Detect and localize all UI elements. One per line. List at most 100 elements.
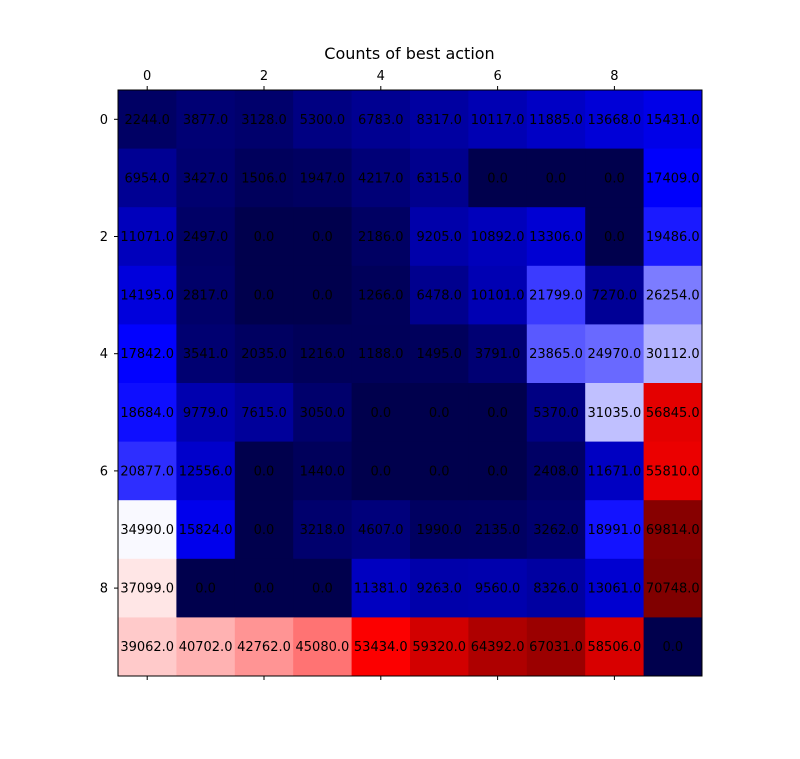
heatmap-cell bbox=[176, 148, 236, 208]
cell-value-label: 13306.0 bbox=[529, 230, 583, 245]
heatmap-cell bbox=[643, 324, 703, 384]
cell-value-label: 1947.0 bbox=[300, 171, 346, 186]
heatmap-cell bbox=[293, 383, 353, 443]
heatmap-cell bbox=[118, 558, 177, 618]
heatmap-cell bbox=[468, 324, 528, 384]
cell-value-label: 21799.0 bbox=[529, 289, 583, 304]
cell-value-label: 0.0 bbox=[370, 464, 391, 479]
heatmap-cell bbox=[118, 383, 177, 443]
heatmap-cell bbox=[351, 148, 411, 208]
cell-value-label: 7615.0 bbox=[241, 406, 287, 421]
cell-value-label: 0.0 bbox=[604, 171, 625, 186]
cell-value-label: 3877.0 bbox=[183, 113, 229, 128]
heatmap-cell bbox=[351, 558, 411, 618]
heatmap-cell bbox=[293, 265, 353, 325]
cell-value-label: 7270.0 bbox=[592, 289, 638, 304]
heatmap-cell bbox=[410, 90, 469, 150]
cell-value-label: 17409.0 bbox=[646, 171, 700, 186]
heatmap-cell bbox=[643, 617, 703, 677]
cell-value-label: 3541.0 bbox=[183, 347, 229, 362]
cell-value-label: 13061.0 bbox=[588, 582, 642, 597]
heatmap-cell bbox=[351, 207, 411, 267]
cell-value-label: 10117.0 bbox=[471, 113, 525, 128]
cell-value-label: 0.0 bbox=[254, 230, 275, 245]
heatmap-cell bbox=[526, 383, 586, 443]
cell-value-label: 1188.0 bbox=[358, 347, 404, 362]
cell-value-label: 15824.0 bbox=[179, 523, 233, 538]
heatmap-cell bbox=[234, 90, 294, 150]
heatmap-cell bbox=[234, 207, 294, 267]
cell-value-label: 18684.0 bbox=[120, 406, 174, 421]
heatmap-cell bbox=[118, 500, 177, 560]
cell-value-label: 17842.0 bbox=[120, 347, 174, 362]
heatmap-cell bbox=[176, 558, 236, 618]
cell-value-label: 6954.0 bbox=[124, 171, 170, 186]
cell-value-label: 0.0 bbox=[312, 289, 333, 304]
heatmap-cell bbox=[176, 383, 236, 443]
cell-value-label: 5300.0 bbox=[300, 113, 346, 128]
cell-value-label: 70748.0 bbox=[646, 582, 700, 597]
cell-value-label: 2035.0 bbox=[241, 347, 287, 362]
heatmap-cell bbox=[118, 441, 177, 501]
cell-value-label: 14195.0 bbox=[120, 289, 174, 304]
heatmap-cell bbox=[234, 500, 294, 560]
cell-value-label: 20877.0 bbox=[120, 464, 174, 479]
cell-value-label: 9560.0 bbox=[475, 582, 521, 597]
heatmap-cell bbox=[643, 148, 703, 208]
heatmap-cell bbox=[410, 148, 469, 208]
cell-value-label: 8317.0 bbox=[416, 113, 462, 128]
heatmap-cell bbox=[468, 207, 528, 267]
heatmap-cell bbox=[585, 265, 645, 325]
heatmap-cell bbox=[118, 207, 177, 267]
cell-value-label: 5370.0 bbox=[533, 406, 579, 421]
heatmap-cell bbox=[293, 617, 353, 677]
heatmap-cell bbox=[234, 324, 294, 384]
cell-value-label: 1506.0 bbox=[241, 171, 287, 186]
heatmap-cell bbox=[643, 265, 703, 325]
cell-value-label: 6315.0 bbox=[416, 171, 462, 186]
cell-value-label: 4217.0 bbox=[358, 171, 404, 186]
cell-value-label: 3128.0 bbox=[241, 113, 287, 128]
heatmap-cell bbox=[410, 324, 469, 384]
heatmap-cell bbox=[410, 617, 469, 677]
heatmap-cell bbox=[526, 148, 586, 208]
cell-value-label: 0.0 bbox=[370, 406, 391, 421]
heatmap-cell bbox=[643, 90, 703, 150]
y-tick-label: 4 bbox=[100, 347, 108, 362]
heatmap-cell bbox=[351, 383, 411, 443]
heatmap-cell bbox=[410, 558, 469, 618]
y-tick-label: 8 bbox=[100, 582, 108, 597]
cell-value-label: 3427.0 bbox=[183, 171, 229, 186]
cell-value-label: 31035.0 bbox=[588, 406, 642, 421]
heatmap-cell bbox=[526, 617, 586, 677]
heatmap-cell bbox=[643, 207, 703, 267]
cell-value-label: 1440.0 bbox=[300, 464, 346, 479]
cell-value-label: 3262.0 bbox=[533, 523, 579, 538]
heatmap-cell bbox=[234, 383, 294, 443]
heatmap-cell bbox=[585, 617, 645, 677]
heatmap-cell bbox=[351, 617, 411, 677]
cell-value-label: 40702.0 bbox=[179, 640, 233, 655]
cell-value-label: 15431.0 bbox=[646, 113, 700, 128]
heatmap-cell bbox=[351, 500, 411, 560]
heatmap-cell bbox=[526, 558, 586, 618]
x-tick-label: 2 bbox=[260, 69, 268, 84]
heatmap-cell bbox=[526, 265, 586, 325]
heatmap-cell bbox=[410, 265, 469, 325]
cell-value-label: 3791.0 bbox=[475, 347, 521, 362]
heatmap-cell bbox=[410, 441, 469, 501]
cell-value-label: 2186.0 bbox=[358, 230, 404, 245]
heatmap-cell bbox=[585, 207, 645, 267]
heatmap-cell bbox=[643, 558, 703, 618]
cell-value-label: 2244.0 bbox=[124, 113, 170, 128]
cell-value-label: 2497.0 bbox=[183, 230, 229, 245]
cell-value-label: 10892.0 bbox=[471, 230, 525, 245]
heatmap-cell bbox=[176, 617, 236, 677]
cell-value-label: 24970.0 bbox=[588, 347, 642, 362]
heatmap-cell bbox=[176, 207, 236, 267]
cell-value-label: 1495.0 bbox=[416, 347, 462, 362]
cell-value-label: 45080.0 bbox=[296, 640, 350, 655]
cell-value-label: 0.0 bbox=[254, 464, 275, 479]
plot-frame bbox=[117, 89, 703, 677]
cell-value-label: 9263.0 bbox=[416, 582, 462, 597]
